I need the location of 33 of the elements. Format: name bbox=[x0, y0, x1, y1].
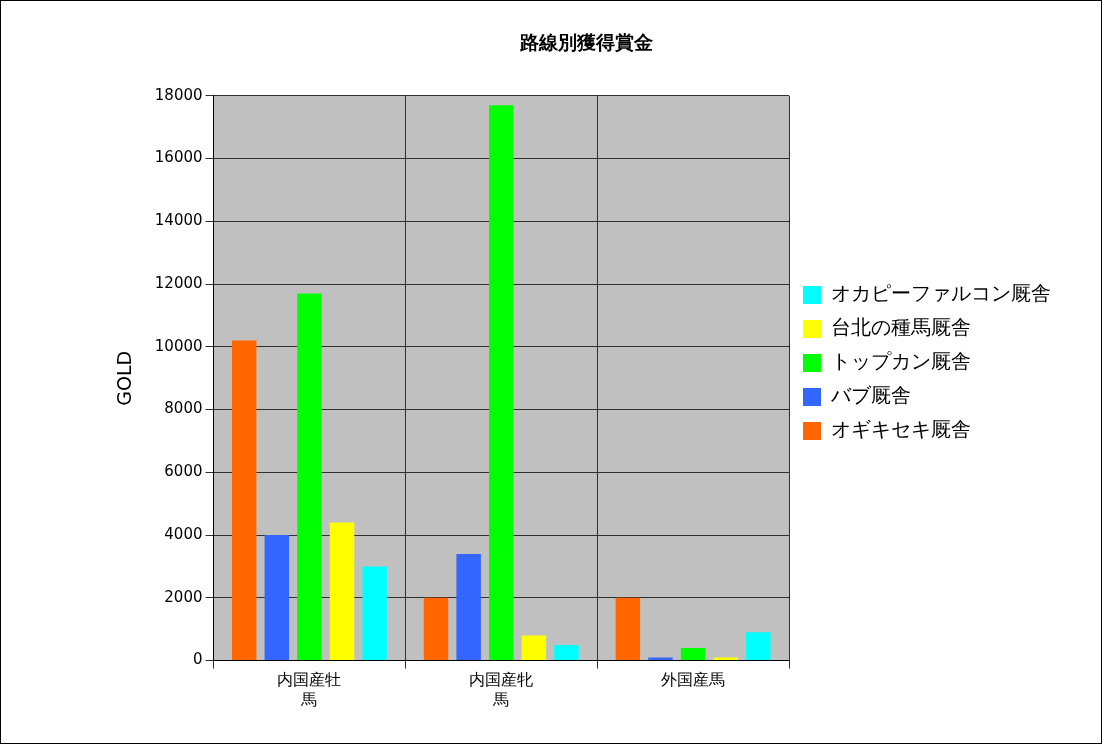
x-tick-label: 内国産牡馬 bbox=[277, 670, 342, 709]
bar bbox=[264, 535, 290, 661]
y-tick-label: 12000 bbox=[154, 273, 203, 292]
bar bbox=[680, 648, 706, 661]
y-tick-label: 8000 bbox=[164, 399, 203, 418]
chart-title: 路線別獲得賞金 bbox=[518, 31, 653, 54]
x-tick-label: 外国産馬 bbox=[661, 670, 726, 690]
bar bbox=[297, 293, 322, 661]
y-tick-label: 0 bbox=[192, 650, 203, 669]
y-tick-label: 16000 bbox=[154, 148, 203, 167]
y-tick-label: 6000 bbox=[164, 462, 203, 481]
bar bbox=[489, 105, 514, 661]
bar bbox=[362, 566, 387, 661]
bar bbox=[231, 340, 257, 661]
legend-label: 台北の種馬厩舎 bbox=[831, 315, 971, 340]
x-tick-label: 内国産牝馬 bbox=[469, 670, 534, 709]
y-tick-label: 18000 bbox=[154, 85, 203, 104]
legend-label: バブ厩舎 bbox=[830, 383, 911, 408]
bar bbox=[423, 597, 449, 661]
bar bbox=[456, 553, 481, 661]
y-axis-title: GOLD bbox=[113, 350, 136, 406]
y-tick-label: 14000 bbox=[154, 211, 203, 230]
y-tick-label: 4000 bbox=[164, 524, 203, 543]
legend-label: オギキセキ厩舎 bbox=[831, 417, 971, 442]
bar bbox=[746, 632, 771, 661]
y-tick-label: 2000 bbox=[164, 587, 203, 606]
bar bbox=[554, 644, 579, 661]
y-tick-label: 10000 bbox=[154, 336, 203, 355]
bar bbox=[329, 522, 355, 661]
legend-label: トップカン厩舎 bbox=[831, 349, 971, 374]
bar bbox=[521, 635, 547, 661]
legend-label: オカピーファルコン厩舎 bbox=[831, 281, 1051, 306]
bar bbox=[615, 597, 641, 661]
